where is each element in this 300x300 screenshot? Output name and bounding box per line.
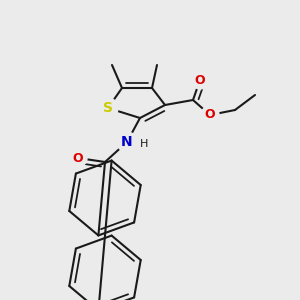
Circle shape (191, 71, 209, 89)
Circle shape (201, 106, 219, 124)
Text: O: O (205, 109, 215, 122)
Text: S: S (103, 101, 113, 115)
Text: O: O (195, 74, 205, 86)
Circle shape (69, 149, 87, 167)
Text: O: O (73, 152, 83, 164)
Circle shape (117, 132, 137, 152)
Text: N: N (121, 135, 133, 149)
Circle shape (98, 98, 118, 118)
Text: H: H (140, 139, 148, 149)
